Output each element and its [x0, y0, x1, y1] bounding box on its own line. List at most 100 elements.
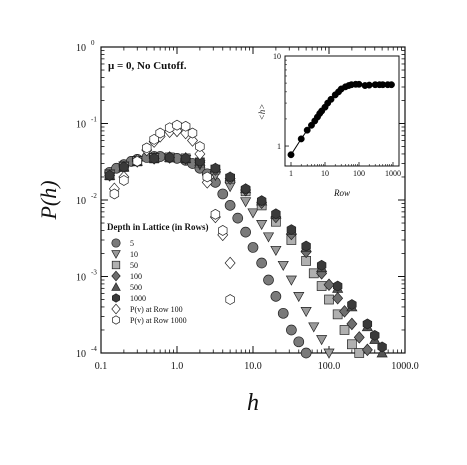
legend-label: 50: [130, 261, 138, 270]
main-data-marks: [104, 119, 388, 359]
y-tick-exponent: -3: [91, 269, 97, 277]
series-p-v-at-row-1000-point: [172, 119, 182, 131]
series-10-point: [300, 307, 312, 318]
inset-frame: [284, 55, 400, 167]
legend-marker: [111, 238, 121, 248]
series-p-v-at-row-1000-point: [155, 127, 165, 139]
series-p-v-at-row-100-point: [194, 147, 206, 161]
series-10-point: [247, 208, 259, 219]
legend-marker: [111, 303, 121, 315]
inset-point: [387, 81, 395, 89]
series-100-point: [332, 291, 344, 305]
series-1000-point: [332, 280, 343, 292]
legend-items: 5 10 50 100 500 1000 P(v) at Row 100 P(v) at Ro…: [111, 238, 187, 325]
series-50-point: [339, 325, 350, 335]
series-1000-point: [362, 318, 373, 330]
series-p-v-at-row-1000-point: [195, 141, 205, 152]
inset-point: [287, 151, 295, 159]
series-5-point: [224, 200, 236, 211]
x-axis-label: h: [247, 390, 259, 416]
series-1000-point: [256, 195, 267, 207]
series-100-point: [353, 331, 365, 344]
x-tick-label: 10.0: [244, 361, 262, 372]
legend-marker: [111, 250, 121, 259]
legend-label: P(v) at Row 1000: [130, 316, 187, 325]
series-100-point: [361, 343, 373, 357]
series-100-point: [323, 278, 335, 292]
series-50-point: [324, 294, 334, 305]
x-tick-label: 0.1: [95, 361, 108, 372]
legend-marker: [111, 282, 121, 291]
series-p-v-at-row-1000-point: [187, 127, 198, 139]
series-p-v-at-row-1000-point: [218, 225, 228, 236]
series-1000-point: [301, 240, 311, 252]
series-p-v-at-row-1000-point: [132, 155, 142, 167]
series-5-point: [270, 291, 282, 302]
inset-y-tick-label: 10: [273, 52, 281, 61]
series-10-point: [323, 348, 335, 359]
series-10-point: [270, 245, 282, 257]
legend-label: 10: [130, 250, 138, 259]
series-1000-point: [180, 152, 191, 164]
series-1000-point: [104, 169, 115, 181]
inset-data-marks: [287, 80, 395, 159]
series-5-point: [217, 188, 229, 200]
inset-point: [303, 126, 311, 134]
series-1000-point: [164, 152, 175, 163]
inset-point: [297, 135, 305, 143]
series-1000-point: [210, 162, 221, 174]
y-tick-label: 10: [76, 349, 86, 360]
series-5-point: [293, 336, 305, 348]
inset-y-tick-label: 1: [277, 142, 281, 151]
y-tick-exponent: -1: [91, 116, 97, 124]
series-100-point: [346, 317, 358, 331]
y-tick-label: 10: [76, 196, 86, 207]
x-tick-label: 100.0: [318, 361, 341, 372]
series-5-point: [232, 212, 244, 224]
y-axis-label: P(h): [36, 180, 61, 220]
series-p-v-at-row-1000-point: [109, 188, 120, 200]
inset-x-tick-label: 100: [353, 169, 365, 178]
series-1000-point: [286, 224, 297, 236]
series-50-point: [347, 339, 357, 350]
series-10-point: [316, 335, 328, 346]
series-5-point: [240, 226, 251, 238]
series-5-point: [247, 242, 259, 253]
x-tick-label: 1000.0: [391, 361, 419, 372]
inset-point: [365, 81, 373, 89]
series-10-point: [293, 292, 305, 303]
y-tick-label: 10: [76, 120, 86, 131]
y-tick-exponent: 0: [91, 39, 95, 47]
series-1000-point: [377, 341, 387, 353]
series-1000-point: [195, 155, 205, 167]
legend-label: 5: [130, 239, 134, 248]
series-p-v-at-row-100-point: [187, 134, 198, 147]
chart-title: μ = 0, No Cutoff.: [108, 60, 187, 72]
legend-label: 1000: [130, 294, 146, 303]
series-1000-point: [316, 259, 327, 271]
series-1000-point: [225, 171, 235, 183]
inset-chart: 1 10 100 1000 1 10 <h> Row: [257, 52, 401, 198]
y-tick-label: 10: [76, 273, 86, 284]
legend: Depth in Lattice (in Rows) 5 10 50 100 500 10…: [107, 222, 209, 325]
inset-x-label: Row: [333, 188, 350, 198]
series-p-v-at-row-100-point: [224, 256, 236, 270]
inset-point: [355, 80, 363, 88]
series-10-point: [277, 260, 289, 272]
series-5-point: [286, 324, 297, 336]
inset-axis-ticks: 1 10 100 1000 1 10: [273, 52, 401, 178]
y-tick-exponent: -2: [91, 192, 97, 200]
series-p-v-at-row-1000-point: [180, 120, 191, 132]
series-p-v-at-row-1000-point: [202, 171, 212, 183]
series-5-point: [277, 307, 289, 319]
series-p-v-at-row-1000-point: [142, 142, 152, 154]
inset-y-label: <h>: [257, 104, 267, 121]
series-p-v-at-row-1000-point: [225, 294, 235, 305]
legend-marker: [112, 293, 120, 303]
series-1000-point: [347, 299, 357, 310]
series-10-point: [240, 197, 252, 208]
series-500-point: [376, 347, 388, 358]
inset-point: [327, 95, 335, 103]
